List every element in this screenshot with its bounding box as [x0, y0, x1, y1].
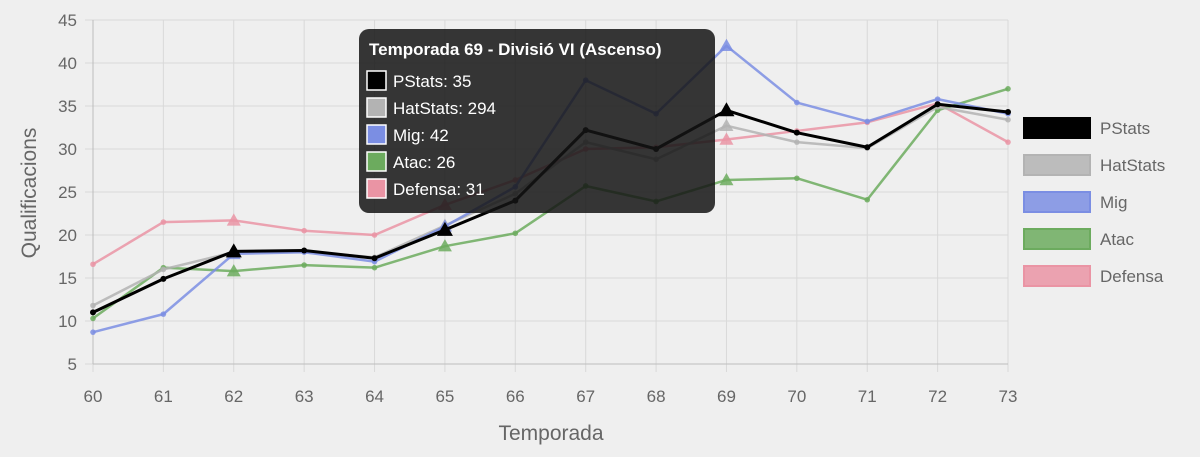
data-point [226, 213, 241, 226]
tooltip-title: Temporada 69 - Divisió VI (Ascenso) [369, 40, 662, 59]
tooltip-line: Atac: 26 [393, 153, 455, 172]
y-tick-label: 35 [58, 97, 77, 116]
y-tick-label: 5 [68, 355, 77, 374]
data-point [301, 247, 308, 254]
x-tick-label: 66 [506, 387, 525, 406]
tooltip-swatch [366, 178, 387, 199]
tooltip-line: Defensa: 31 [393, 180, 485, 199]
data-point [864, 144, 871, 151]
y-tick-label: 10 [58, 312, 77, 331]
data-point [160, 266, 167, 273]
x-tick-label: 68 [647, 387, 666, 406]
data-point [718, 102, 735, 117]
tooltip-line: Mig: 42 [393, 126, 449, 145]
data-point [437, 239, 452, 252]
x-tick-label: 67 [576, 387, 595, 406]
legend: PStats HatStats Mig Atac Defensa [1023, 117, 1165, 287]
data-point [934, 96, 941, 102]
tooltip-swatch [366, 97, 387, 118]
data-point [90, 302, 96, 309]
y-axis-ticks: 5 10 15 20 25 30 35 40 45 [58, 11, 77, 374]
legend-swatch [1023, 228, 1091, 250]
data-point [934, 101, 941, 108]
data-point [371, 264, 378, 271]
data-point [793, 129, 800, 136]
x-tick-label: 72 [928, 387, 947, 406]
x-axis-title: Temporada [498, 422, 603, 445]
x-tick-label: 64 [365, 387, 384, 406]
x-tick-label: 60 [84, 387, 103, 406]
data-point [371, 255, 378, 262]
tooltip-line: PStats: 35 [393, 72, 471, 91]
y-tick-label: 45 [58, 11, 77, 30]
data-point [864, 118, 871, 125]
x-tick-label: 62 [224, 387, 243, 406]
tooltip-swatch [366, 151, 387, 172]
x-tick-label: 61 [154, 387, 173, 406]
data-point [436, 221, 453, 236]
x-tick-label: 69 [717, 387, 736, 406]
tooltip-line: HatStats: 294 [393, 99, 496, 118]
legend-swatch [1023, 117, 1091, 139]
data-point [864, 196, 871, 203]
data-point [160, 311, 167, 317]
data-point [1005, 109, 1011, 116]
y-axis-title: Qualificacions [18, 128, 41, 259]
data-point [719, 172, 734, 186]
x-tick-label: 73 [999, 387, 1018, 406]
y-tick-label: 40 [58, 54, 77, 73]
y-tick-label: 15 [58, 269, 77, 288]
x-tick-label: 70 [787, 387, 806, 406]
legend-label: Defensa [1100, 267, 1164, 286]
legend-swatch [1023, 154, 1091, 176]
data-point [90, 329, 96, 335]
data-point [371, 232, 378, 238]
data-point [1005, 86, 1011, 92]
data-point [719, 38, 734, 52]
legend-swatch [1023, 191, 1091, 213]
data-point [719, 132, 734, 145]
data-point [794, 175, 800, 182]
data-point [225, 243, 242, 258]
y-tick-label: 30 [58, 140, 77, 159]
x-tick-label: 63 [295, 387, 314, 406]
x-tick-label: 71 [858, 387, 877, 406]
tooltip-swatch [366, 124, 387, 145]
data-point [226, 264, 241, 277]
data-point [512, 230, 519, 237]
data-point [301, 262, 307, 268]
x-tick-label: 65 [435, 387, 454, 406]
data-point [794, 99, 800, 106]
tooltip: Temporada 69 - Divisió VI (Ascenso) PStat… [359, 29, 715, 213]
data-point [719, 118, 734, 132]
data-point [1005, 139, 1011, 145]
y-tick-label: 25 [58, 183, 77, 202]
legend-label: Atac [1100, 230, 1135, 249]
data-point [794, 139, 800, 145]
data-point [90, 261, 96, 268]
data-point [301, 227, 307, 234]
legend-label: PStats [1100, 119, 1150, 138]
y-tick-label: 20 [58, 226, 77, 245]
data-point [160, 275, 167, 282]
data-point [1005, 116, 1011, 123]
x-axis-ticks: 60 61 62 63 64 65 66 67 68 69 70 71 72 73 [84, 387, 1018, 406]
legend-label: HatStats [1100, 156, 1165, 175]
tooltip-swatch [366, 70, 387, 91]
data-point [90, 315, 96, 322]
data-point [160, 219, 167, 225]
legend-swatch [1023, 265, 1091, 287]
tooltip-box [359, 29, 715, 213]
legend-label: Mig [1100, 193, 1127, 212]
data-point [90, 309, 96, 316]
